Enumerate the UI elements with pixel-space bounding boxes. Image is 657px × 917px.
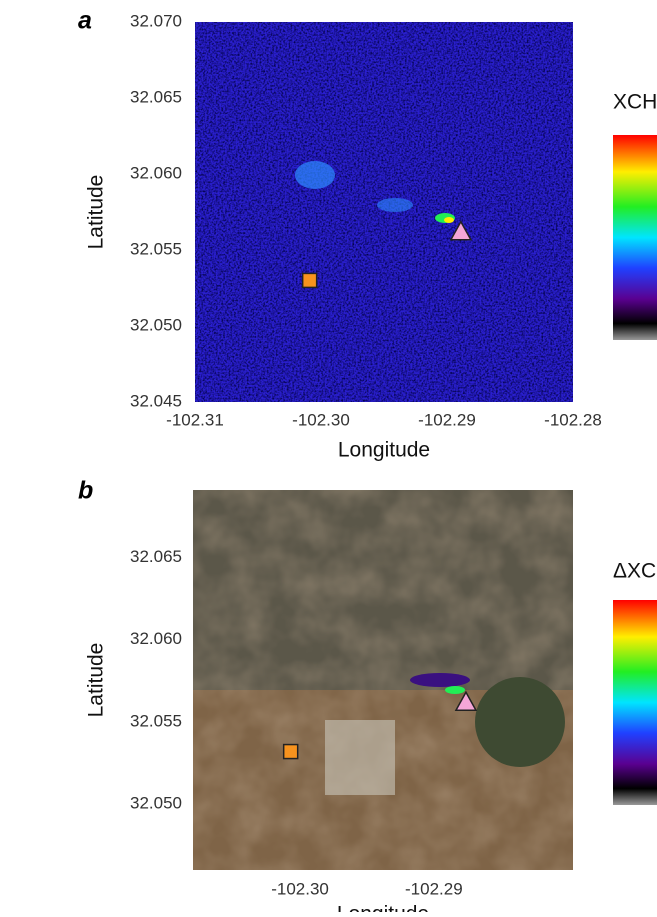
- colorbar: [613, 600, 657, 805]
- y-tick-label: 32.055: [130, 239, 182, 258]
- source-marker: [301, 272, 318, 289]
- x-tick-label: -102.31: [166, 410, 224, 429]
- y-tick-label: 32.065: [130, 87, 182, 106]
- colorbar-label: ΔXC: [613, 560, 656, 583]
- source-marker: [449, 220, 473, 241]
- x-tick-label: -102.30: [271, 879, 329, 898]
- y-tick-label: 32.060: [130, 163, 182, 182]
- y-tick-label: 32.070: [130, 11, 182, 30]
- y-tick-label: 32.050: [130, 794, 182, 813]
- source-marker: [454, 690, 478, 711]
- panel-label: b: [78, 477, 93, 505]
- x-tick-label: -102.28: [544, 410, 602, 429]
- y-tick-label: 32.060: [130, 629, 182, 648]
- satellite-image: [193, 490, 573, 870]
- x-tick-label: -102.30: [292, 410, 350, 429]
- y-axis-title: Latitude: [85, 643, 108, 718]
- colorbar-label: XCH: [613, 91, 657, 114]
- x-tick-label: -102.29: [405, 879, 463, 898]
- x-axis-title: Longitude: [337, 903, 429, 912]
- colorbar: [613, 135, 657, 340]
- source-marker: [282, 743, 299, 760]
- y-tick-label: 32.055: [130, 711, 182, 730]
- y-tick-label: 32.065: [130, 547, 182, 566]
- panel-label: a: [78, 7, 92, 35]
- y-axis-title: Latitude: [85, 175, 108, 250]
- y-tick-label: 32.050: [130, 315, 182, 334]
- y-tick-label: 32.045: [130, 391, 182, 410]
- x-axis-title: Longitude: [338, 439, 430, 462]
- heatmap-field: [195, 22, 573, 402]
- x-tick-label: -102.29: [418, 410, 476, 429]
